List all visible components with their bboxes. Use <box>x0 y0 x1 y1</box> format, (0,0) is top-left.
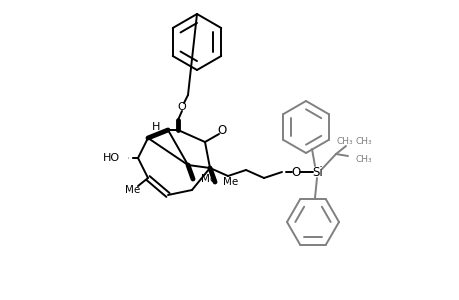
Text: O: O <box>291 166 300 178</box>
Text: Me: Me <box>125 185 140 195</box>
Text: O: O <box>217 124 226 136</box>
Text: Me: Me <box>223 177 238 187</box>
Text: O: O <box>177 102 186 112</box>
Text: Si: Si <box>312 166 323 178</box>
Text: CH₃: CH₃ <box>355 154 372 164</box>
Text: CH₃: CH₃ <box>336 137 353 146</box>
Text: Me: Me <box>201 174 216 184</box>
Text: HO: HO <box>103 153 120 163</box>
Text: H: H <box>151 122 160 132</box>
Text: CH₃: CH₃ <box>355 137 372 146</box>
